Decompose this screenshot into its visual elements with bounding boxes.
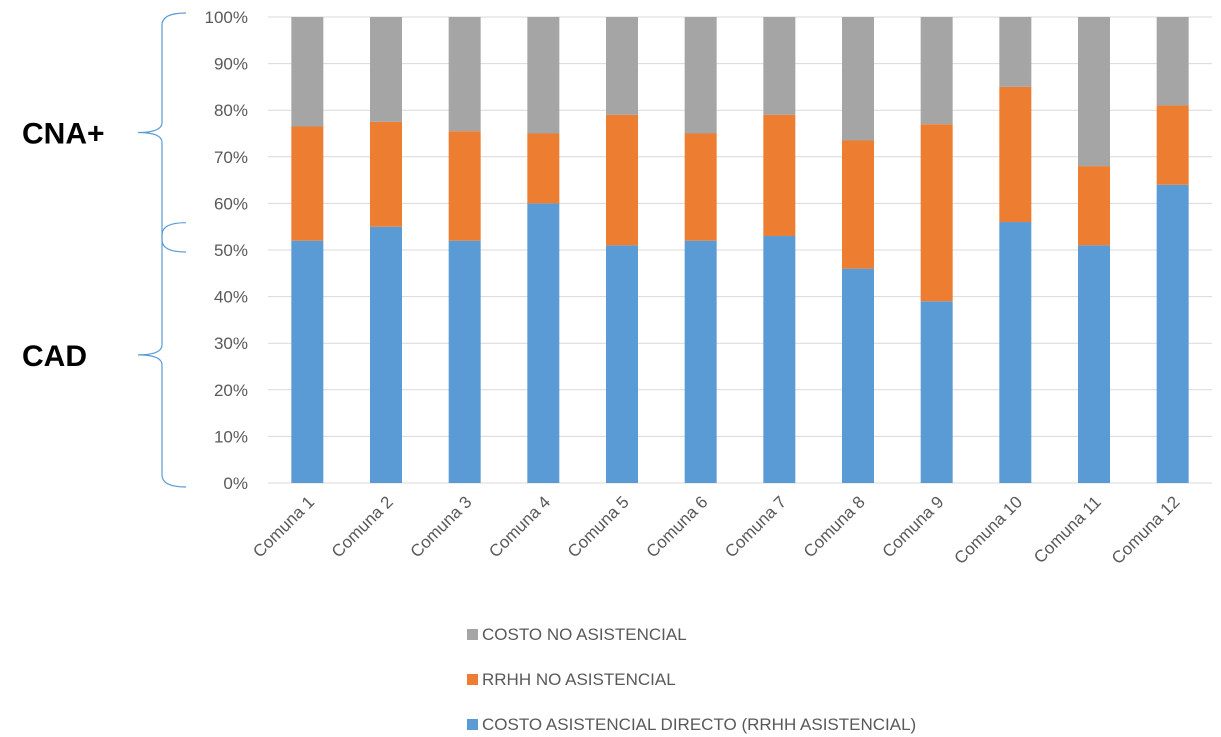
bar-segment-costo-no-asistencial bbox=[999, 17, 1032, 87]
bar-segment-costo-no-asistencial bbox=[291, 17, 324, 127]
bar-segment-rrhh-no-asistencial bbox=[920, 124, 953, 302]
bar-segment-costo-no-asistencial bbox=[1156, 17, 1189, 106]
bar-segment-rrhh-no-asistencial bbox=[448, 131, 481, 241]
x-tick-label: Comuna 5 bbox=[564, 492, 633, 561]
y-tick-label: 10% bbox=[214, 427, 248, 446]
annotations: CNA+ CAD bbox=[22, 12, 187, 488]
bar-segment-rrhh-no-asistencial bbox=[842, 140, 874, 269]
bar-segment-directo bbox=[291, 240, 324, 483]
bar-segment-directo bbox=[684, 240, 717, 483]
bar-segment-directo bbox=[527, 203, 560, 483]
bar-segment-costo-no-asistencial bbox=[763, 17, 796, 115]
bar-segment-rrhh-no-asistencial bbox=[527, 133, 560, 204]
y-tick-label: 100% bbox=[205, 8, 248, 27]
x-axis: Comuna 1 Comuna 2 Comuna 3 Comuna 4 Comuna 5… bbox=[249, 492, 1183, 568]
bar-segment-rrhh-no-asistencial bbox=[1156, 105, 1189, 185]
brace-cna bbox=[137, 12, 187, 253]
bar-segment-directo bbox=[370, 226, 402, 483]
bar-segment-rrhh-no-asistencial bbox=[606, 114, 638, 246]
bar-segment-costo-no-asistencial bbox=[370, 17, 402, 122]
bar-segment-costo-no-asistencial bbox=[920, 17, 953, 125]
bars bbox=[291, 17, 1189, 484]
legend: COSTO NO ASISTENCIAL RRHH NO ASISTENCIAL C… bbox=[467, 625, 916, 734]
bar-segment-costo-no-asistencial bbox=[527, 17, 560, 134]
y-axis: 0% 10% 20% 30% 40% 50% 60% 70% 80% 90% 100% bbox=[205, 8, 248, 493]
legend-label: COSTO ASISTENCIAL DIRECTO (RRHH ASISTENC… bbox=[482, 715, 916, 734]
annotation-label-cna: CNA+ bbox=[22, 118, 105, 151]
bar-segment-rrhh-no-asistencial bbox=[1078, 166, 1110, 246]
x-tick-label: Comuna 2 bbox=[328, 492, 397, 561]
annotation-label-cad: CAD bbox=[22, 340, 87, 373]
x-tick-label: Comuna 1 bbox=[249, 492, 318, 561]
y-tick-label: 0% bbox=[223, 474, 248, 493]
gridlines bbox=[268, 16, 1212, 484]
brace-cad bbox=[137, 222, 187, 488]
y-tick-label: 80% bbox=[214, 101, 248, 120]
bar-segment-rrhh-no-asistencial bbox=[684, 133, 717, 241]
legend-swatch bbox=[467, 719, 478, 730]
x-tick-label: Comuna 10 bbox=[951, 492, 1027, 568]
bar-segment-costo-no-asistencial bbox=[1078, 17, 1110, 167]
y-tick-label: 40% bbox=[214, 288, 248, 307]
bar-segment-directo bbox=[920, 301, 953, 483]
legend-label: RRHH NO ASISTENCIAL bbox=[482, 670, 676, 689]
x-tick-label: Comuna 9 bbox=[879, 492, 948, 561]
legend-swatch bbox=[467, 674, 478, 685]
bar-segment-costo-no-asistencial bbox=[842, 17, 874, 141]
legend-label: COSTO NO ASISTENCIAL bbox=[482, 625, 687, 644]
x-tick-label: Comuna 7 bbox=[721, 492, 790, 561]
bar-segment-costo-no-asistencial bbox=[448, 17, 481, 132]
bar-segment-costo-no-asistencial bbox=[684, 17, 717, 134]
bar-segment-directo bbox=[842, 268, 874, 483]
bar-segment-directo bbox=[606, 245, 638, 483]
bar-segment-directo bbox=[1078, 245, 1110, 483]
bar-segment-rrhh-no-asistencial bbox=[999, 86, 1032, 223]
y-tick-label: 50% bbox=[214, 241, 248, 260]
x-tick-label: Comuna 8 bbox=[800, 492, 869, 561]
x-tick-label: Comuna 6 bbox=[643, 492, 712, 561]
bar-segment-costo-no-asistencial bbox=[606, 17, 638, 115]
y-tick-label: 60% bbox=[214, 194, 248, 213]
x-tick-label: Comuna 4 bbox=[485, 492, 554, 561]
x-tick-label: Comuna 11 bbox=[1030, 492, 1105, 567]
y-tick-label: 20% bbox=[214, 381, 248, 400]
y-tick-label: 90% bbox=[214, 55, 248, 74]
bar-segment-rrhh-no-asistencial bbox=[370, 121, 402, 227]
x-tick-label: Comuna 12 bbox=[1108, 492, 1184, 568]
y-tick-label: 70% bbox=[214, 148, 248, 167]
bar-segment-directo bbox=[1156, 184, 1189, 483]
bar-segment-rrhh-no-asistencial bbox=[763, 114, 796, 237]
bar-segment-directo bbox=[999, 222, 1032, 484]
bar-segment-directo bbox=[763, 236, 796, 483]
bar-segment-directo bbox=[448, 240, 481, 483]
x-tick-label: Comuna 3 bbox=[407, 492, 476, 561]
y-tick-label: 30% bbox=[214, 334, 248, 353]
bar-segment-rrhh-no-asistencial bbox=[291, 126, 324, 241]
legend-swatch bbox=[467, 629, 478, 640]
